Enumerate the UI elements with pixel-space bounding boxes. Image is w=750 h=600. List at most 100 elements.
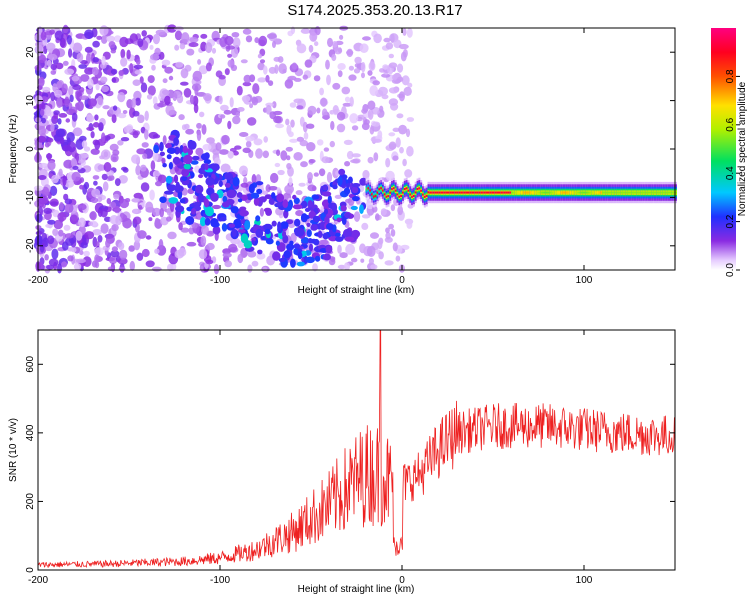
heatmap-cell [47, 219, 56, 225]
heatmap-cell [150, 160, 156, 171]
heatmap-cell [392, 242, 398, 252]
heatmap-cell [337, 244, 342, 254]
heatmap-cell [289, 102, 297, 108]
heatmap-cell [277, 169, 285, 176]
heatmap-cell [294, 227, 305, 237]
heatmap-cell [340, 205, 347, 212]
heatmap-cell [140, 82, 148, 93]
heatmap-cell [39, 242, 45, 253]
heatmap-cell [64, 68, 75, 75]
snr-xtick-label: -100 [210, 575, 230, 586]
heatmap-cell [100, 208, 108, 218]
heatmap-cell [558, 191, 561, 194]
heatmap-cell [232, 150, 239, 156]
heatmap-cell [137, 38, 144, 48]
heatmap-cell [318, 168, 326, 177]
heatmap-cell [616, 191, 619, 194]
heatmap-cell [348, 65, 354, 71]
heatmap-cell [272, 251, 281, 261]
heatmap-cell [277, 56, 284, 63]
heatmap-cell [265, 74, 270, 83]
heatmap-cell [91, 66, 99, 76]
heatmap-cell [100, 223, 109, 234]
heatmap-cell [332, 105, 339, 115]
heatmap-cell [102, 105, 110, 110]
heatmap-cell [385, 231, 391, 240]
heatmap-cell [361, 214, 371, 219]
heatmap-cell [189, 37, 199, 43]
heatmap-cell [125, 198, 131, 203]
heatmap-cell [313, 238, 320, 246]
heatmap-cell [78, 64, 88, 69]
heatmap-cell [390, 229, 396, 237]
heatmap-cell [301, 200, 308, 209]
heatmap-cell [300, 213, 308, 223]
heatmap-cell [545, 191, 548, 194]
heatmap-cell [337, 264, 346, 270]
heatmap-cell [56, 97, 63, 109]
heatmap-cell [351, 186, 359, 194]
heatmap-cell [295, 210, 304, 217]
heatmap-cell [332, 184, 338, 190]
heatmap-cell [325, 245, 333, 254]
heatmap-cell [142, 153, 148, 160]
heatmap-cell [387, 195, 390, 198]
heatmap-cell [303, 132, 309, 140]
heatmap-cell [191, 222, 198, 229]
heatmap-cell [33, 185, 44, 191]
heatmap-cell [47, 160, 56, 171]
heatmap-cell [300, 237, 310, 244]
heatmap-cell [653, 191, 656, 194]
heatmap-cell [233, 218, 242, 229]
heatmap-cell [275, 240, 280, 246]
heatmap-cell [38, 175, 47, 180]
heatmap-cell [485, 191, 488, 194]
heatmap-cell [228, 243, 238, 253]
heatmap-cell [554, 191, 557, 194]
heatmap-cell [308, 44, 314, 53]
heatmap-cell [471, 191, 474, 194]
heatmap-cell [174, 30, 183, 41]
spectrogram-ylabel: Frequency (Hz) [8, 115, 19, 184]
heatmap-cell [45, 42, 56, 51]
heatmap-cell [562, 191, 565, 194]
heatmap-cell [133, 216, 142, 225]
heatmap-cell [576, 191, 579, 194]
spectrogram-ytick-label: 20 [25, 46, 36, 58]
heatmap-cell [502, 191, 505, 194]
heatmap-cell [346, 48, 353, 58]
heatmap-cell [276, 187, 281, 193]
heatmap-cell [63, 159, 74, 169]
heatmap-cell [71, 75, 80, 82]
heatmap-cell [313, 75, 321, 82]
heatmap-cell [456, 191, 459, 194]
heatmap-cell [203, 93, 212, 102]
heatmap-cell [334, 47, 343, 55]
heatmap-cell [239, 132, 249, 137]
heatmap-cell [295, 190, 303, 196]
heatmap-cell [56, 81, 63, 89]
heatmap-cell [176, 94, 184, 104]
heatmap-cell [286, 155, 291, 161]
heatmap-cell [311, 185, 317, 192]
heatmap-cell [49, 198, 59, 207]
heatmap-cell [212, 225, 221, 235]
heatmap-cell [476, 191, 479, 194]
heatmap-cell [263, 65, 268, 75]
heatmap-cell [82, 256, 92, 267]
heatmap-cell [59, 137, 65, 145]
heatmap-cell [61, 83, 68, 93]
heatmap-cell [256, 188, 263, 195]
heatmap-cell [388, 223, 394, 230]
heatmap-cell [118, 175, 128, 184]
heatmap-cell [229, 97, 234, 108]
heatmap-cell [115, 215, 122, 226]
heatmap-cell [221, 134, 230, 145]
heatmap-cell [224, 172, 233, 180]
heatmap-cell [371, 205, 378, 213]
heatmap-cell [473, 191, 475, 194]
heatmap-cell [343, 139, 353, 145]
heatmap-cell [242, 28, 252, 35]
heatmap-cell [232, 228, 237, 237]
heatmap-cell [359, 204, 364, 214]
